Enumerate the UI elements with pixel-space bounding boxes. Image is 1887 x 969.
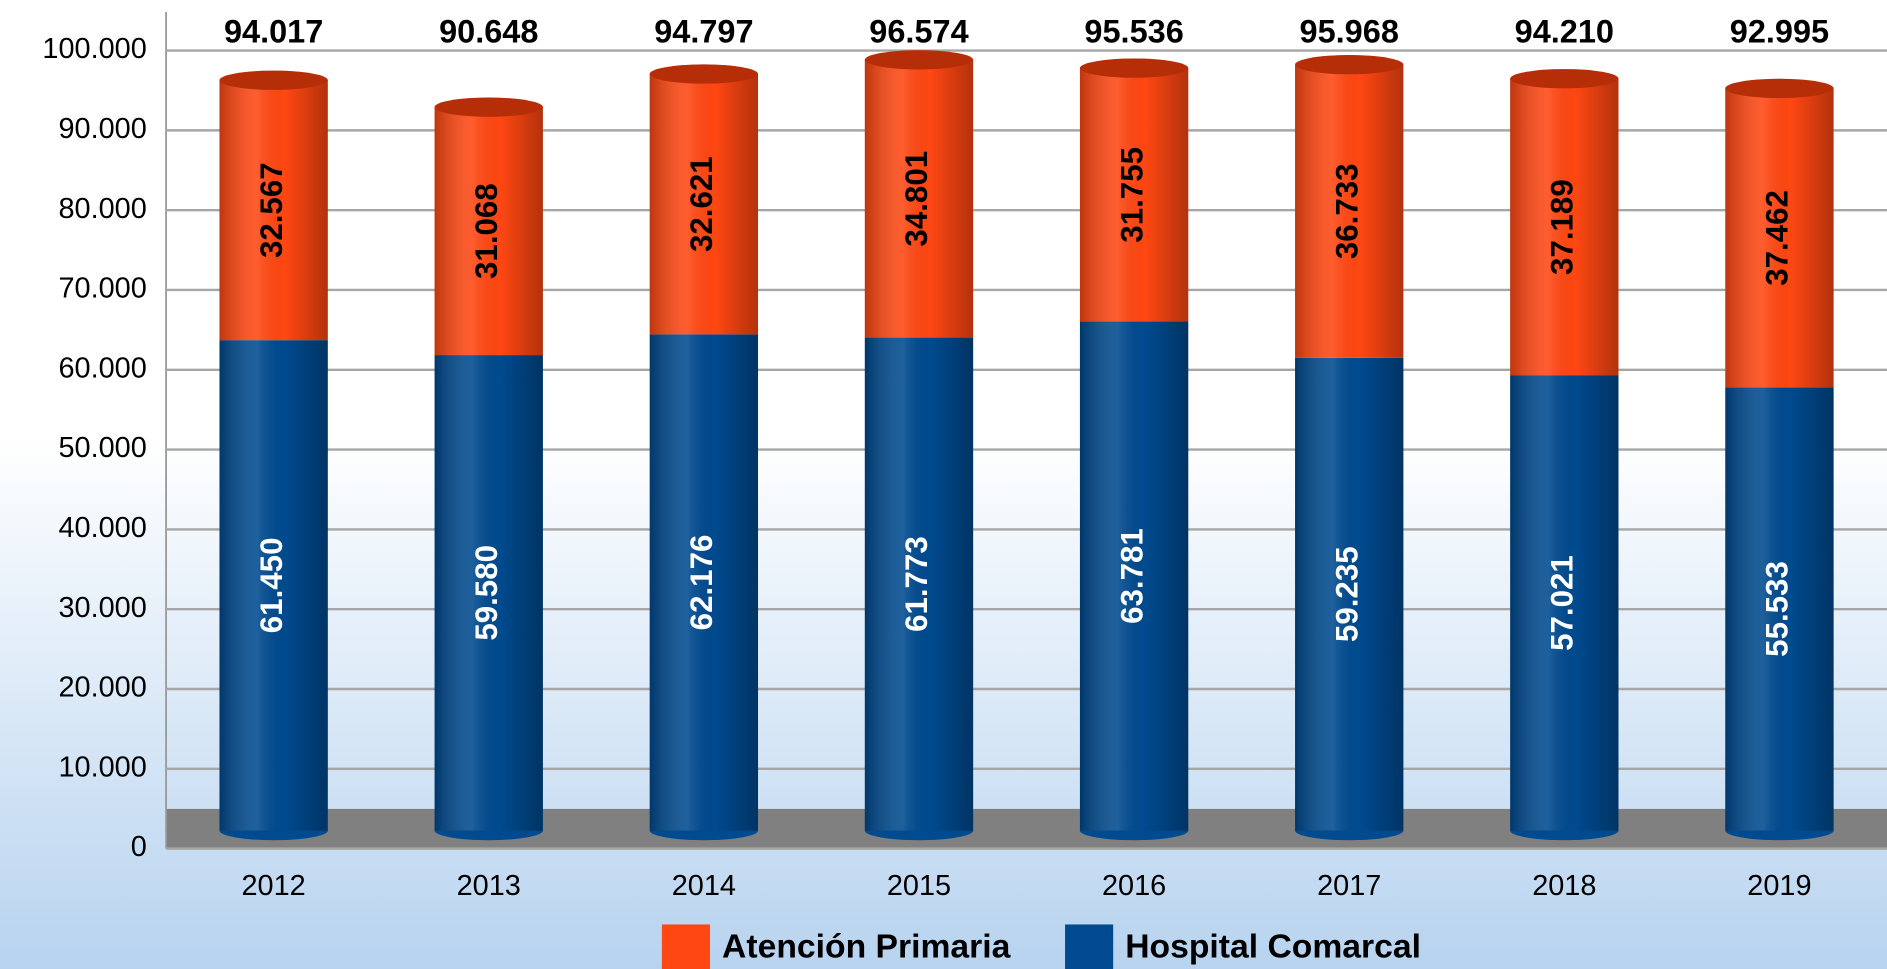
y-tick-label: 50.000 (59, 432, 147, 464)
y-tick-label: 80.000 (59, 193, 147, 225)
data-label: 31.068 (469, 183, 504, 279)
y-tick-label: 10.000 (59, 751, 147, 783)
legend-label: Atención Primaria (722, 927, 1011, 965)
legend-swatch (661, 924, 711, 969)
x-tick-label: 2013 (457, 870, 521, 902)
data-label: 32.621 (684, 156, 719, 252)
data-label: 31.755 (1114, 147, 1149, 243)
bar-shading (1725, 387, 1834, 831)
legend: Atención Primaria Hospital Comarcal (661, 924, 1421, 969)
total-label: 90.648 (439, 13, 538, 49)
x-tick-label: 2017 (1317, 870, 1381, 902)
data-label: 36.733 (1329, 163, 1364, 259)
data-label: 59.235 (1329, 546, 1364, 642)
bar-shading (1079, 321, 1189, 831)
bar-shading (1510, 375, 1619, 831)
legend-label: Hospital Comarcal (1125, 927, 1421, 965)
x-tick-label: 2012 (242, 870, 306, 902)
data-label: 34.801 (899, 151, 934, 247)
x-tick-label: 2014 (672, 870, 736, 902)
y-tick-label: 0 (131, 831, 147, 863)
y-tick-label: 60.000 (59, 352, 147, 384)
bar-top-shade (1295, 55, 1404, 75)
bar-shading (864, 337, 974, 831)
bar-shading (1295, 357, 1404, 831)
y-tick-label: 100.000 (42, 33, 146, 65)
data-label: 32.567 (254, 162, 289, 258)
bar-shading (649, 74, 759, 335)
total-label: 94.210 (1515, 13, 1614, 49)
bar-top-shade (219, 70, 328, 90)
data-label: 59.580 (469, 545, 504, 641)
total-label: 95.536 (1084, 13, 1183, 49)
bar-top-shade (864, 50, 974, 70)
bar-top-shade (1725, 78, 1834, 99)
x-tick-label: 2018 (1532, 870, 1596, 902)
bar-shading (219, 80, 328, 341)
y-tick-label: 20.000 (59, 672, 147, 704)
y-tick-label: 90.000 (59, 113, 147, 145)
data-label: 55.533 (1760, 561, 1795, 657)
data-label: 61.773 (899, 536, 934, 632)
bars: 2012 61.450 32.567 94.017 2013 59.580 31.068 90… (219, 13, 1834, 902)
bar-shading (649, 334, 759, 831)
y-tick-label: 70.000 (59, 273, 147, 305)
floor (166, 808, 1887, 849)
y-tick-label: 40.000 (59, 512, 147, 544)
total-label: 95.968 (1300, 13, 1399, 49)
bar-top-shade (1079, 58, 1189, 78)
x-tick-label: 2019 (1747, 870, 1811, 902)
bar-shading (434, 355, 543, 831)
x-tick-label: 2016 (1102, 870, 1166, 902)
bar-shading (1725, 88, 1834, 388)
total-label: 92.995 (1730, 13, 1829, 49)
bar-shading (1295, 64, 1404, 358)
bar-shading (1510, 78, 1619, 376)
bar-top-shade (1510, 69, 1619, 89)
legend-swatch (1065, 924, 1114, 969)
y-tick-label: 30.000 (59, 592, 147, 624)
bar-shading (219, 340, 328, 831)
data-label: 63.781 (1114, 528, 1149, 624)
bar-shading (1079, 68, 1189, 322)
data-label: 37.462 (1760, 190, 1795, 286)
data-label: 57.021 (1545, 555, 1580, 651)
x-tick-label: 2015 (887, 870, 951, 902)
total-label: 94.797 (654, 13, 753, 49)
bar-shading (434, 107, 543, 356)
total-label: 96.574 (869, 13, 968, 49)
bar-shading (864, 59, 974, 338)
data-label: 61.450 (254, 538, 289, 634)
bar-top-shade (434, 97, 543, 117)
data-label: 62.176 (684, 535, 719, 631)
bar-top-shade (649, 64, 759, 84)
total-label: 94.017 (224, 13, 323, 49)
data-label: 37.189 (1545, 179, 1580, 275)
